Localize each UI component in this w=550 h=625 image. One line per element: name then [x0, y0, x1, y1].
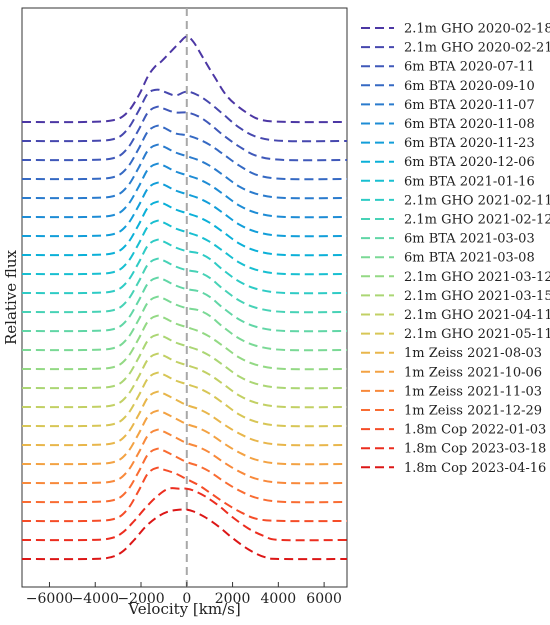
legend-label-3: 6m BTA 2020-07-11 [404, 60, 535, 75]
legend-label-4: 6m BTA 2020-09-10 [404, 79, 535, 94]
legend-label-8: 6m BTA 2020-12-06 [404, 155, 535, 170]
legend-label-21: 1m Zeiss 2021-12-29 [404, 404, 542, 419]
series-line-1 [21, 35, 348, 124]
series-line-24 [21, 508, 348, 561]
legend-label-5: 6m BTA 2020-11-07 [404, 98, 535, 113]
legend-label-11: 2.1m GHO 2021-02-12 [404, 213, 550, 228]
series-line-12 [21, 276, 348, 333]
x-tick-label: −4000 [72, 591, 119, 607]
legend-label-20: 1m Zeiss 2021-11-03 [404, 384, 542, 399]
legend-label-24: 1.8m Cop 2023-04-16 [404, 461, 546, 476]
legend: 2.1m GHO 2020-02-18 2.1m GHO 2020-02-21 6m… [361, 22, 550, 476]
series-line-21 [21, 447, 348, 504]
legend-label-13: 6m BTA 2021-03-08 [404, 251, 535, 266]
y-axis-label: Relative flux [2, 249, 20, 345]
x-tick-label: −6000 [26, 591, 73, 607]
legend-label-7: 6m BTA 2020-11-23 [404, 136, 535, 151]
legend-label-23: 1.8m Cop 2023-03-18 [404, 442, 546, 457]
x-tick-label: 2000 [215, 591, 251, 607]
legend-label-14: 2.1m GHO 2021-03-12 [404, 270, 550, 285]
legend-label-22: 1.8m Cop 2022-01-03 [404, 423, 546, 438]
x-tick-label: 0 [182, 591, 191, 607]
series-line-16 [21, 352, 348, 409]
series-line-2 [21, 88, 348, 143]
legend-label-1: 2.1m GHO 2020-02-18 [404, 22, 550, 37]
series-line-14 [21, 314, 348, 371]
plot-area: −6000−4000−2000 0 2000 4000 6000 [21, 7, 348, 607]
series-line-17 [21, 371, 348, 428]
series-line-4 [21, 124, 348, 181]
legend-label-15: 2.1m GHO 2021-03-15 [404, 289, 550, 304]
plot-frame [21, 7, 348, 588]
legend-label-2: 2.1m GHO 2020-02-21 [404, 41, 550, 56]
legend-label-12: 6m BTA 2021-03-03 [404, 232, 535, 247]
series-line-13 [21, 295, 348, 352]
legend-label-17: 2.1m GHO 2021-05-11 [404, 327, 550, 342]
series-line-6 [21, 162, 348, 219]
x-tick-label: −2000 [117, 591, 164, 607]
x-tick-label: 6000 [306, 591, 342, 607]
legend-label-16: 2.1m GHO 2021-04-11 [404, 308, 550, 323]
series-line-3 [21, 105, 348, 162]
legend-label-18: 1m Zeiss 2021-08-03 [404, 346, 542, 361]
x-axis-label: Velocity [km/s] [127, 600, 240, 618]
series-line-19 [21, 409, 348, 466]
series-line-9 [21, 219, 348, 276]
series-line-22 [21, 466, 348, 523]
series-line-10 [21, 238, 348, 295]
series-line-8 [21, 200, 348, 257]
series-line-11 [21, 257, 348, 314]
x-tick-label: 4000 [261, 591, 297, 607]
series-line-5 [21, 143, 348, 200]
legend-label-6: 6m BTA 2020-11-08 [404, 117, 535, 132]
series-line-20 [21, 428, 348, 485]
series-line-15 [21, 333, 348, 390]
legend-label-19: 1m Zeiss 2021-10-06 [404, 365, 542, 380]
series-line-18 [21, 390, 348, 447]
series-line-23 [21, 487, 348, 542]
legend-label-10: 2.1m GHO 2021-02-11 [404, 193, 550, 208]
series-line-7 [21, 181, 348, 238]
legend-label-9: 6m BTA 2021-01-16 [404, 174, 535, 189]
